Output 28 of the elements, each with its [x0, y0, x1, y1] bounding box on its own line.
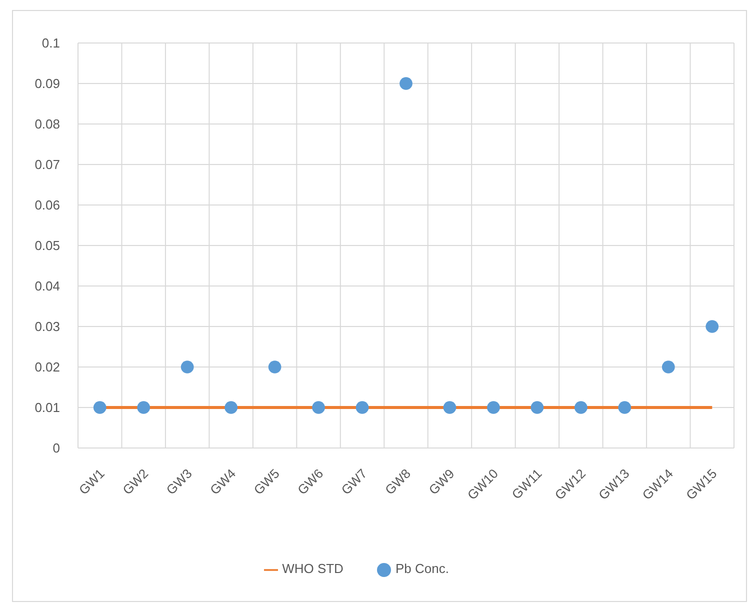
- y-tick-label: 0.07: [34, 157, 60, 172]
- point: [137, 401, 150, 414]
- point: [400, 77, 412, 90]
- point: [530, 401, 544, 414]
- y-tick-label: 0: [52, 440, 60, 456]
- y-tick-label: 0.03: [34, 319, 60, 334]
- point: [574, 401, 588, 414]
- y-tick-label: 0.1: [42, 36, 60, 51]
- y-tick-label: 0.08: [34, 116, 60, 132]
- point: [487, 401, 500, 414]
- point: [180, 360, 194, 374]
- y-tick-label: 0.01: [34, 400, 60, 416]
- y-tick-label: 0.04: [34, 278, 60, 294]
- point: [93, 401, 106, 414]
- point: [618, 401, 632, 414]
- point: [224, 401, 238, 414]
- y-tick-label: 0.09: [34, 76, 60, 92]
- point: [443, 401, 456, 414]
- y-tick-label: 0.06: [34, 198, 60, 213]
- point: [706, 320, 719, 333]
- point: [662, 360, 675, 374]
- legend-label: WHO STD: [282, 561, 344, 576]
- y-tick-label: 0.05: [34, 238, 60, 254]
- point: [268, 360, 282, 374]
- point: [356, 401, 369, 414]
- legend-label: Pb Conc.: [395, 561, 449, 576]
- y-tick-label: 0.02: [34, 360, 60, 375]
- point: [312, 401, 325, 414]
